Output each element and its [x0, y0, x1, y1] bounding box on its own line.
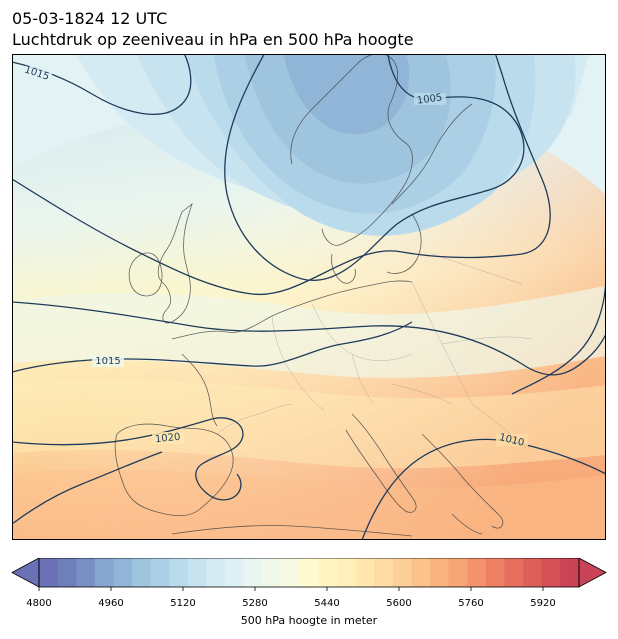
isobar-label-1005: 1005: [416, 92, 443, 106]
colorbar-segment: [411, 558, 431, 587]
isobar-1020: [12, 417, 244, 501]
isobar-label-1020: 1020: [155, 432, 181, 446]
colorbar-segment: [206, 558, 226, 587]
colorbar-tick-label: 5280: [242, 598, 268, 609]
colorbar-tick-label: 5440: [314, 598, 340, 609]
colorbar-segment: [504, 558, 524, 587]
coastlines: [114, 54, 504, 537]
colorbar-segment: [39, 558, 59, 587]
colorbar-tick-label: 5600: [386, 598, 412, 609]
isobar-1020-west: [12, 451, 163, 525]
colorbar-tick-label: 5760: [458, 598, 484, 609]
colorbar-segment: [318, 558, 338, 587]
map-subtitle: Luchtdruk op zeeniveau in hPa en 500 hPa…: [12, 30, 414, 49]
colorbar-segment: [430, 558, 450, 587]
weather-map: 1015 1005 1015 1020 1010: [12, 54, 606, 540]
colorbar-tick-label: 4960: [98, 598, 124, 609]
colorbar-extend-low: [11, 558, 40, 588]
isobar-label-1015: 1015: [95, 356, 120, 367]
colorbar-ticks: [38, 587, 544, 591]
colorbar-tick-label: 4800: [26, 598, 52, 609]
colorbar-segment: [299, 558, 319, 587]
colorbar-extend-high: [578, 558, 607, 588]
map-border: [12, 54, 606, 540]
isobars: [12, 54, 606, 540]
colorbar-segment: [336, 558, 356, 587]
colorbar-segment: [374, 558, 394, 587]
colorbar-outline: [38, 558, 580, 588]
colorbar-segment: [281, 558, 301, 587]
colorbar-segment: [169, 558, 189, 587]
colorbar-segment: [560, 558, 580, 587]
colorbar-tick-label: 5120: [170, 598, 196, 609]
isobar-1010-east: [361, 438, 606, 540]
colorbar-segment: [57, 558, 77, 587]
country-borders: [216, 253, 533, 450]
colorbar-segment: [467, 558, 487, 587]
isobar-1010: [12, 54, 551, 296]
colorbar-segment: [448, 558, 468, 587]
colorbar-segment: [523, 558, 543, 587]
isobar-label-group: 1015 1005 1015 1020 1010: [20, 64, 528, 449]
colorbar-segment: [113, 558, 133, 587]
colorbar-segment: [541, 558, 561, 587]
isobar-1015-north: [12, 54, 192, 116]
colorbar-segment: [392, 558, 412, 587]
colorbar-segment: [485, 558, 505, 587]
isobar-1010-south: [12, 301, 606, 376]
colorbar-segment: [187, 558, 207, 587]
map-datetime-title: 05-03-1824 12 UTC: [12, 9, 168, 28]
colorbar-segments: [39, 558, 580, 587]
colorbar-segment: [132, 558, 152, 587]
colorbar-segment: [355, 558, 375, 587]
colorbar-segment: [76, 558, 96, 587]
colorbar-tick-label: 5920: [530, 598, 556, 609]
isobar-1005: [224, 54, 525, 282]
isobar-se: [511, 273, 606, 395]
colorbar: [0, 552, 618, 639]
isobar-1015: [12, 321, 413, 373]
colorbar-segment: [262, 558, 282, 587]
colorbar-segment: [150, 558, 170, 587]
colorbar-segment: [225, 558, 245, 587]
colorbar-label: 500 hPa hoogte in meter: [240, 614, 378, 627]
colorbar-segment: [94, 558, 114, 587]
colorbar-segment: [243, 558, 263, 587]
